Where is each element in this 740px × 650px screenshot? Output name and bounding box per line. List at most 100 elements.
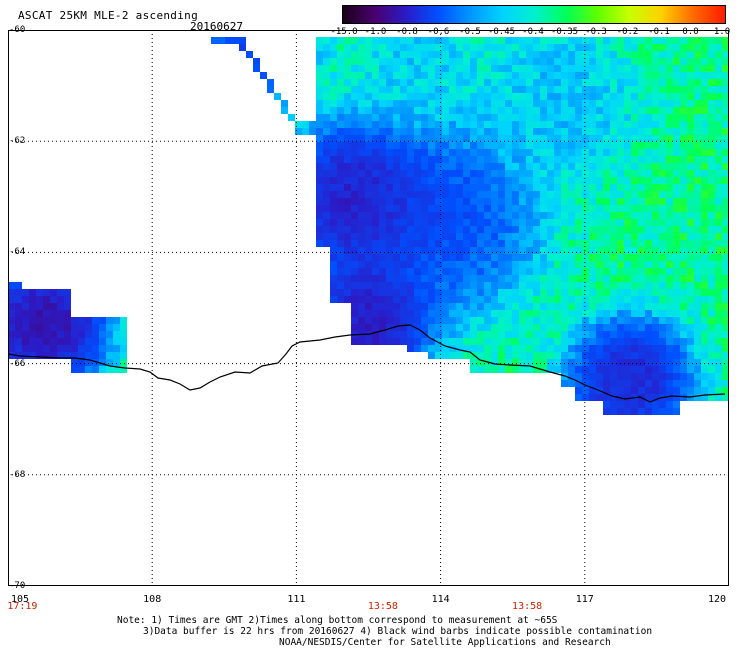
backscatter-cell — [596, 170, 603, 177]
backscatter-cell — [29, 338, 36, 345]
backscatter-cell — [456, 212, 463, 219]
backscatter-cell — [582, 240, 589, 247]
backscatter-cell — [400, 289, 407, 296]
backscatter-cell — [722, 352, 729, 359]
backscatter-cell — [533, 93, 540, 100]
backscatter-cell — [638, 177, 645, 184]
backscatter-cell — [715, 86, 722, 93]
backscatter-cell — [526, 107, 533, 114]
backscatter-cell — [351, 191, 358, 198]
backscatter-cell — [659, 226, 666, 233]
backscatter-cell — [645, 219, 652, 226]
backscatter-cell — [344, 261, 351, 268]
backscatter-cell — [582, 324, 589, 331]
backscatter-cell — [610, 100, 617, 107]
backscatter-cell — [722, 226, 729, 233]
backscatter-cell — [610, 72, 617, 79]
backscatter-cell — [568, 324, 575, 331]
backscatter-cell — [652, 317, 659, 324]
backscatter-cell — [582, 233, 589, 240]
backscatter-cell — [344, 198, 351, 205]
backscatter-cell — [421, 184, 428, 191]
backscatter-cell — [316, 142, 323, 149]
backscatter-cell — [330, 58, 337, 65]
backscatter-cell — [512, 303, 519, 310]
backscatter-cell — [708, 219, 715, 226]
backscatter-cell — [666, 156, 673, 163]
note-line-1: Note: 1) Times are GMT 2)Times along bot… — [117, 615, 558, 626]
backscatter-cell — [666, 289, 673, 296]
backscatter-cell — [631, 408, 638, 415]
backscatter-cell — [589, 72, 596, 79]
backscatter-cell — [715, 170, 722, 177]
backscatter-cell — [526, 86, 533, 93]
backscatter-cell — [603, 408, 610, 415]
backscatter-cell — [400, 226, 407, 233]
backscatter-cell — [540, 338, 547, 345]
backscatter-cell — [470, 44, 477, 51]
backscatter-cell — [85, 331, 92, 338]
backscatter-cell — [582, 247, 589, 254]
backscatter-cell — [680, 233, 687, 240]
colorbar-tick-label: -0.5 — [459, 27, 481, 37]
backscatter-cell — [323, 107, 330, 114]
backscatter-cell — [673, 177, 680, 184]
backscatter-cell — [645, 37, 652, 44]
backscatter-cell — [407, 282, 414, 289]
backscatter-cell — [330, 219, 337, 226]
backscatter-cell — [687, 198, 694, 205]
backscatter-cell — [561, 121, 568, 128]
backscatter-cell — [568, 163, 575, 170]
chart-date: 20160627 — [190, 20, 243, 33]
backscatter-cell — [414, 156, 421, 163]
backscatter-cell — [232, 37, 239, 44]
backscatter-cell — [575, 380, 582, 387]
backscatter-cell — [652, 212, 659, 219]
backscatter-cell — [456, 79, 463, 86]
backscatter-cell — [715, 289, 722, 296]
backscatter-cell — [617, 310, 624, 317]
backscatter-cell — [512, 163, 519, 170]
backscatter-cell — [603, 100, 610, 107]
backscatter-cell — [547, 233, 554, 240]
backscatter-cell — [722, 219, 729, 226]
backscatter-cell — [386, 233, 393, 240]
backscatter-cell — [106, 359, 113, 366]
backscatter-cell — [498, 51, 505, 58]
backscatter-cell — [540, 114, 547, 121]
backscatter-cell — [491, 142, 498, 149]
backscatter-cell — [575, 121, 582, 128]
backscatter-cell — [708, 198, 715, 205]
backscatter-cell — [547, 170, 554, 177]
backscatter-cell — [624, 128, 631, 135]
backscatter-cell — [624, 191, 631, 198]
backscatter-cell — [575, 156, 582, 163]
backscatter-cell — [631, 275, 638, 282]
backscatter-cell — [659, 142, 666, 149]
backscatter-cell — [533, 51, 540, 58]
backscatter-cell — [673, 254, 680, 261]
backscatter-cell — [491, 366, 498, 373]
backscatter-cell — [589, 282, 596, 289]
backscatter-cell — [351, 156, 358, 163]
backscatter-cell — [470, 303, 477, 310]
backscatter-cell — [442, 310, 449, 317]
backscatter-cell — [379, 156, 386, 163]
backscatter-cell — [330, 212, 337, 219]
backscatter-cell — [561, 359, 568, 366]
backscatter-cell — [498, 310, 505, 317]
backscatter-cell — [449, 233, 456, 240]
backscatter-cell — [421, 310, 428, 317]
backscatter-cell — [666, 212, 673, 219]
backscatter-cell — [631, 58, 638, 65]
backscatter-cell — [484, 247, 491, 254]
backscatter-cell — [617, 107, 624, 114]
backscatter-cell — [477, 128, 484, 135]
backscatter-cell — [603, 394, 610, 401]
backscatter-cell — [680, 254, 687, 261]
backscatter-cell — [519, 128, 526, 135]
backscatter-cell — [603, 366, 610, 373]
backscatter-cell — [463, 65, 470, 72]
backscatter-cell — [463, 149, 470, 156]
backscatter-cell — [456, 226, 463, 233]
